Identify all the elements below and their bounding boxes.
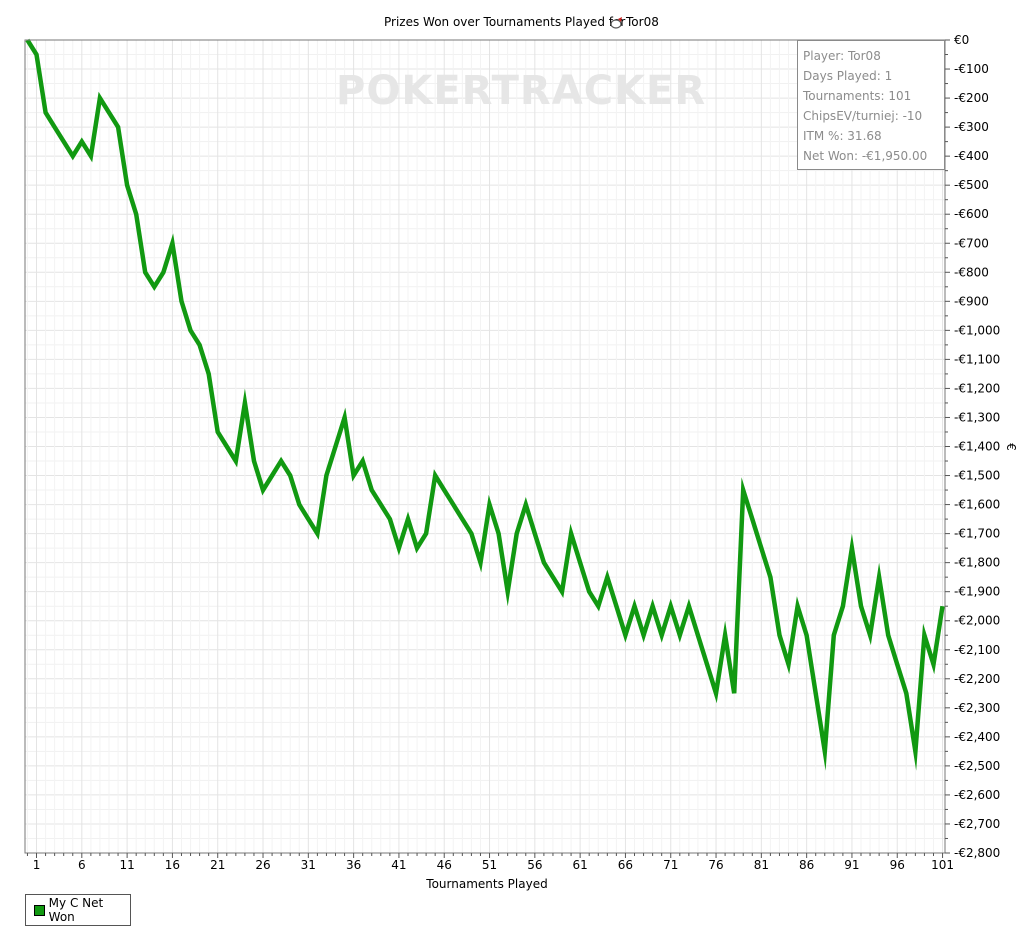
y-tick-label: -€100	[954, 62, 989, 76]
info-player: Player: Tor08	[803, 49, 881, 63]
y-tick-label: -€1,500	[954, 469, 1000, 483]
x-tick-label: 96	[890, 858, 905, 872]
y-tick-label: -€900	[954, 294, 989, 308]
x-tick-label: 56	[527, 858, 542, 872]
y-tick-label: -€2,800	[954, 846, 1000, 860]
y-tick-label: -€1,000	[954, 323, 1000, 337]
player-stats-box: Player: Tor08 Days Played: 1 Tournaments…	[797, 40, 945, 170]
x-tick-label: 61	[572, 858, 587, 872]
x-tick-label: 31	[301, 858, 316, 872]
y-tick-label: -€2,700	[954, 817, 1000, 831]
y-tick-label: -€2,000	[954, 614, 1000, 628]
y-tick-label: -€1,400	[954, 440, 1000, 454]
y-tick-label: -€1,900	[954, 585, 1000, 599]
y-tick-label: -€2,600	[954, 788, 1000, 802]
chart-title: Prizes Won over Tournaments Played for	[384, 15, 625, 29]
y-tick-label: -€200	[954, 91, 989, 105]
x-tick-label: 51	[482, 858, 497, 872]
x-tick-label: 86	[799, 858, 814, 872]
y-tick-label: -€800	[954, 265, 989, 279]
player-icon	[610, 17, 622, 29]
y-tick-label: -€600	[954, 207, 989, 221]
y-tick-label: -€1,700	[954, 527, 1000, 541]
y-tick-label: -€400	[954, 149, 989, 163]
y-tick-label: €0	[954, 33, 969, 47]
series-lines	[25, 38, 945, 771]
x-tick-label: 46	[437, 858, 452, 872]
x-tick-label: 101	[931, 858, 954, 872]
y-tick-label: -€2,400	[954, 730, 1000, 744]
info-itm: ITM %: 31.68	[803, 129, 882, 143]
info-days-played: Days Played: 1	[803, 69, 893, 83]
y-tick-label: -€2,500	[954, 759, 1000, 773]
watermark: POKERTRACKER	[336, 68, 706, 114]
y-tick-label: -€500	[954, 178, 989, 192]
x-axis: 1 6 11 16 21 26 31 36 41 46 51 56 61 66 71 76 81 86 91 96 10…	[26, 853, 954, 872]
x-tick-label: 26	[255, 858, 270, 872]
grid-lines	[25, 39, 945, 854]
y-tick-label: -€1,800	[954, 556, 1000, 570]
y-tick-label: -€2,100	[954, 643, 1000, 657]
y-tick-label: -€1,300	[954, 410, 1000, 424]
x-axis-label: Tournaments Played	[425, 877, 547, 891]
y-tick-label: -€2,200	[954, 672, 1000, 686]
y-tick-label: -€300	[954, 120, 989, 134]
x-tick-label: 41	[391, 858, 406, 872]
x-tick-label: 71	[663, 858, 678, 872]
x-tick-label: 11	[119, 858, 134, 872]
info-chips-ev: ChipsEV/turniej: -10	[803, 109, 923, 123]
x-tick-label: 66	[618, 858, 633, 872]
info-net-won: Net Won: -€1,950.00	[803, 149, 928, 163]
y-tick-label: -€1,100	[954, 352, 1000, 366]
y-tick-label: -€700	[954, 236, 989, 250]
x-tick-label: 16	[165, 858, 180, 872]
y-tick-label: -€1,200	[954, 381, 1000, 395]
chart-title-player: Tor08	[625, 15, 659, 29]
legend[interactable]: My C Net Won	[25, 894, 131, 926]
x-tick-label: 6	[78, 858, 86, 872]
x-tick-label: 21	[210, 858, 225, 872]
y-tick-label: -€1,600	[954, 498, 1000, 512]
x-tick-label: 1	[33, 858, 41, 872]
x-tick-label: 91	[844, 858, 859, 872]
info-tournaments: Tournaments: 101	[803, 89, 912, 103]
y-axis-label: €	[1004, 443, 1018, 451]
x-tick-label: 36	[346, 858, 361, 872]
x-tick-label: 81	[754, 858, 769, 872]
series-line-net-won	[25, 38, 945, 771]
x-tick-label: 76	[708, 858, 723, 872]
legend-swatch	[34, 904, 45, 916]
legend-label: My C Net Won	[48, 896, 104, 924]
y-tick-label: -€2,300	[954, 701, 1000, 715]
y-axis: €0 -€100 -€200 -€300 -€400 -€500 -€600 -€700 -€8…	[945, 33, 1000, 860]
